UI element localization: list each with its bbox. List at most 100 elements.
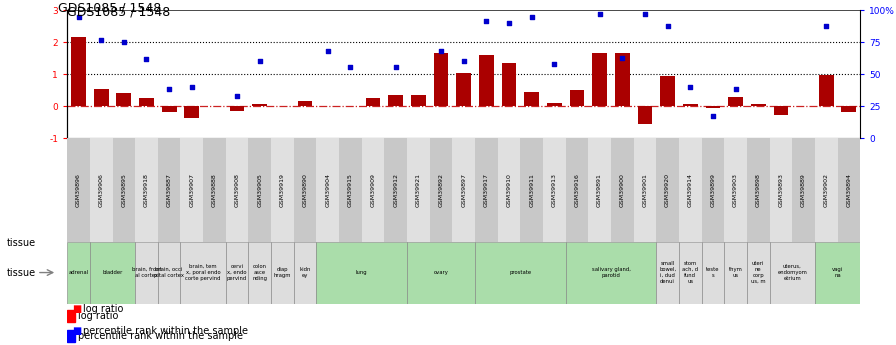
Point [638,11,652,17]
Bar [773,106,788,115]
Bar [185,106,199,118]
Text: GSM39912: GSM39912 [393,173,398,207]
Text: GSM39911: GSM39911 [530,173,534,207]
Bar [524,92,539,106]
Point [94,37,108,42]
Text: tissue: tissue [7,268,37,277]
Bar [407,241,475,304]
Text: GSM39898: GSM39898 [755,173,761,207]
Bar [683,105,698,106]
Text: GSM39889: GSM39889 [801,173,806,207]
Text: ■: ■ [72,326,81,336]
Text: adrenal: adrenal [68,270,89,275]
Bar [502,63,516,106]
Bar [724,138,747,241]
Point [230,93,245,99]
Bar [592,53,607,106]
Bar [521,138,543,241]
Point [819,23,833,28]
Text: GSM39908: GSM39908 [235,173,239,207]
Bar [615,53,630,106]
Bar [294,241,316,304]
Text: GSM39920: GSM39920 [665,173,670,207]
Bar [479,55,494,106]
Text: GSM39888: GSM39888 [212,173,217,207]
Bar [434,53,448,106]
Bar [294,138,316,241]
Text: kidn
ey: kidn ey [299,267,311,278]
Text: small
bowel,
i, dud
denui: small bowel, i, dud denui [659,262,676,284]
Point [479,18,494,23]
Text: log ratio: log ratio [83,304,124,314]
Point [547,61,562,67]
Bar [792,138,814,241]
Bar [384,138,407,241]
Bar [116,93,131,106]
Bar [702,138,724,241]
Bar [543,138,565,241]
Point [728,87,743,92]
Bar [248,138,271,241]
Bar [724,241,747,304]
Text: ■: ■ [72,304,81,314]
Bar [362,138,384,241]
Text: GSM39916: GSM39916 [574,173,580,207]
Bar [656,138,679,241]
Point [343,64,358,69]
Bar [339,138,362,241]
Bar [316,241,407,304]
Text: GDS1085 / 1548: GDS1085 / 1548 [58,2,161,15]
Bar [430,138,452,241]
Point [524,14,538,19]
Bar [814,138,838,241]
Text: GSM39894: GSM39894 [847,173,851,207]
Bar [67,138,90,241]
Bar [728,98,743,106]
Point [592,11,607,17]
Text: log ratio: log ratio [79,311,119,321]
Bar [135,138,158,241]
Text: GDS1085 / 1548: GDS1085 / 1548 [67,5,170,18]
Bar [388,95,403,106]
Text: ovary: ovary [434,270,449,275]
Bar [565,241,656,304]
Bar [366,98,381,106]
Bar [90,138,113,241]
Bar [452,138,475,241]
Text: GSM39895: GSM39895 [121,173,126,207]
Bar [611,138,633,241]
Text: GSM39902: GSM39902 [823,173,829,207]
Text: thym
us: thym us [728,267,743,278]
Point [389,64,403,69]
Text: GSM39890: GSM39890 [303,173,307,207]
Text: GSM39906: GSM39906 [99,173,104,207]
Bar [660,76,675,106]
Bar [770,138,792,241]
Text: GSM39901: GSM39901 [642,173,648,207]
Point [72,14,86,19]
Bar [71,38,86,106]
Bar [456,72,471,106]
Text: tissue: tissue [6,238,36,248]
Bar [180,241,226,304]
Text: GSM39893: GSM39893 [779,173,783,207]
Text: uteri
ne
corp
us, m: uteri ne corp us, m [751,262,765,284]
Bar [705,106,720,108]
Text: stom
ach, d
fund
us: stom ach, d fund us [682,262,698,284]
Text: salivary gland,
parotid: salivary gland, parotid [591,267,631,278]
Bar [90,241,135,304]
Text: colon
asce
nding: colon asce nding [253,264,267,281]
Text: GSM39896: GSM39896 [76,173,81,207]
Bar [841,106,857,112]
Point [434,48,448,54]
Bar [814,241,860,304]
Text: GSM39904: GSM39904 [325,173,331,207]
Bar [679,241,702,304]
Bar [770,241,814,304]
Text: GSM39905: GSM39905 [257,173,263,207]
Point [162,87,177,92]
Text: GSM39907: GSM39907 [189,173,194,207]
Text: lung: lung [356,270,367,275]
Bar [547,103,562,106]
Bar [633,138,656,241]
